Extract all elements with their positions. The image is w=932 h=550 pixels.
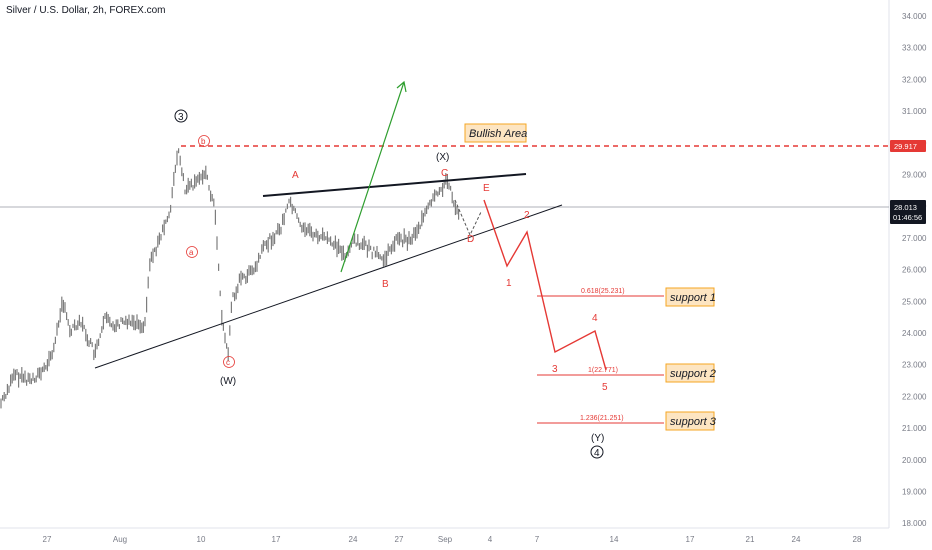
price-tick-label: 33.000	[902, 44, 927, 53]
fib-label-3: 1.236(21.251)	[580, 415, 624, 422]
price-tick-label: 32.000	[902, 75, 927, 84]
time-tick-label: 27	[395, 535, 404, 544]
time-tick-label: 21	[746, 535, 755, 544]
wave-label-E: E	[483, 183, 490, 194]
time-tick-label: Sep	[438, 535, 453, 544]
support-2-note[interactable]: support 2	[665, 363, 716, 383]
last-price-tag: 28.013 01:46:56	[890, 200, 926, 224]
wave-label-3: 3	[552, 364, 558, 375]
support-3-note[interactable]: support 3	[665, 411, 717, 431]
wave-label-B: B	[382, 279, 389, 290]
bullish-level-price-tag: 29.917	[890, 140, 926, 152]
price-candles	[0, 148, 460, 409]
wave-d-projection	[454, 199, 482, 237]
chart-title: Silver / U.S. Dollar, 2h, FOREX.com	[6, 5, 166, 16]
time-axis[interactable]: 27 Aug 10 17 24 27 Sep 4 7 14 17 21 24 28	[43, 535, 862, 544]
price-tick-label: 27.000	[902, 234, 927, 243]
lower-trendline[interactable]	[94, 204, 563, 369]
wave-label-c: c	[223, 356, 235, 368]
wave-label-1: 1	[506, 278, 512, 289]
price-tick-label: 21.000	[902, 424, 927, 433]
wave-label-circle-3: 3	[174, 109, 188, 123]
time-tick-label: 4	[488, 535, 493, 544]
fib-label-1: 0.618(25.231)	[581, 288, 625, 295]
wave-label-C: C	[441, 168, 448, 179]
time-tick-label: Aug	[113, 535, 127, 544]
price-tick-label: 23.000	[902, 361, 927, 370]
wave-label-4: 4	[592, 313, 598, 324]
time-tick-label: 27	[43, 535, 52, 544]
wave-label-a: a	[186, 246, 198, 258]
price-tick-label: 29.000	[902, 171, 927, 180]
price-tick-label: 24.000	[902, 329, 927, 338]
bar-countdown: 01:46:56	[893, 213, 922, 222]
svg-text:support 1: support 1	[670, 292, 716, 304]
fib-label-2: 1(22.771)	[588, 367, 618, 374]
wave-label-circle-4: 4	[590, 445, 604, 459]
price-tick-label: 34.000	[902, 12, 927, 21]
time-tick-label: 17	[686, 535, 695, 544]
wave-label-Y: (Y)	[591, 433, 604, 444]
wave-label-A: A	[292, 170, 299, 181]
svg-text:b: b	[201, 137, 206, 146]
price-tick-label: 26.000	[902, 266, 927, 275]
projected-wave-path[interactable]	[483, 199, 607, 371]
price-tick-label: 31.000	[902, 107, 927, 116]
time-tick-label: 17	[272, 535, 281, 544]
price-tick-label: 22.000	[902, 392, 927, 401]
svg-text:4: 4	[594, 448, 600, 459]
wave-label-W: (W)	[220, 376, 236, 387]
svg-text:29.917: 29.917	[894, 142, 917, 151]
time-tick-label: 24	[349, 535, 358, 544]
support-1-note[interactable]: support 1	[665, 287, 716, 307]
svg-text:3: 3	[178, 112, 184, 123]
bullish-arrow[interactable]	[340, 80, 407, 273]
price-tick-label: 20.000	[902, 456, 927, 465]
wave-label-2: 2	[524, 210, 530, 221]
svg-text:28.013: 28.013	[894, 203, 917, 212]
price-tick-label: 19.000	[902, 488, 927, 497]
wave-label-X: (X)	[436, 152, 449, 163]
time-tick-label: 10	[197, 535, 206, 544]
wave-label-5: 5	[602, 382, 608, 393]
wave-label-b: b	[198, 135, 210, 147]
time-tick-label: 14	[610, 535, 619, 544]
svg-text:support 2: support 2	[670, 368, 716, 380]
svg-text:a: a	[189, 248, 194, 257]
price-tick-label: 18.000	[902, 519, 927, 528]
bullish-area-note[interactable]: Bullish Area	[464, 123, 527, 143]
svg-text:c: c	[226, 358, 230, 367]
price-axis[interactable]: 34.00033.00032.00031.00030.00029.00028.0…	[902, 12, 927, 528]
price-tick-label: 25.000	[902, 297, 927, 306]
svg-text:Bullish Area: Bullish Area	[469, 128, 527, 140]
time-tick-label: 7	[535, 535, 540, 544]
time-tick-label: 28	[853, 535, 862, 544]
wave-label-D: D	[467, 234, 474, 245]
time-tick-label: 24	[792, 535, 801, 544]
upper-trendline[interactable]	[262, 173, 527, 197]
svg-text:support 3: support 3	[670, 416, 717, 428]
